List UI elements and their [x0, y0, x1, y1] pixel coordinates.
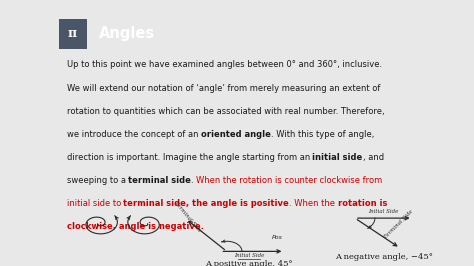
Text: sweeping to a: sweeping to a — [66, 176, 128, 185]
Text: we introduce the concept of an: we introduce the concept of an — [66, 130, 201, 139]
Text: rotation to quantities which can be associated with real number. Therefore,: rotation to quantities which can be asso… — [66, 107, 384, 116]
Text: A negative angle, −45°: A negative angle, −45° — [335, 253, 433, 261]
Text: oriented angle: oriented angle — [201, 130, 271, 139]
Text: Initial Side: Initial Side — [234, 253, 264, 258]
Text: Pos: Pos — [272, 235, 283, 240]
Text: A positive angle, 45°: A positive angle, 45° — [205, 260, 293, 266]
Text: π: π — [68, 27, 77, 40]
Text: direction is important. Imagine the angle starting from an: direction is important. Imagine the angl… — [66, 153, 312, 162]
Text: .: . — [191, 176, 196, 185]
Text: When the rotation is counter clockwise from: When the rotation is counter clockwise f… — [196, 176, 383, 185]
Text: Up to this point we have examined angles between 0° and 360°, inclusive.: Up to this point we have examined angles… — [66, 60, 382, 69]
FancyBboxPatch shape — [58, 19, 87, 49]
Text: initial side: initial side — [312, 153, 363, 162]
Text: Terminal Side: Terminal Side — [383, 209, 414, 240]
Text: . When the: . When the — [289, 199, 338, 208]
Text: . With this type of angle,: . With this type of angle, — [271, 130, 374, 139]
Text: clockwise, angle is negative.: clockwise, angle is negative. — [66, 222, 203, 231]
Text: Angles: Angles — [99, 26, 155, 41]
Text: Initial Side: Initial Side — [369, 209, 399, 214]
Text: We will extend our notation of ‘angle’ from merely measuring an extent of: We will extend our notation of ‘angle’ f… — [66, 84, 380, 93]
Text: terminal side: terminal side — [128, 176, 191, 185]
Text: terminal side, the angle is positive: terminal side, the angle is positive — [123, 199, 289, 208]
Text: initial side to: initial side to — [66, 199, 123, 208]
Text: , and: , and — [363, 153, 384, 162]
Text: Terminal Side: Terminal Side — [173, 200, 202, 233]
Text: rotation is: rotation is — [338, 199, 387, 208]
